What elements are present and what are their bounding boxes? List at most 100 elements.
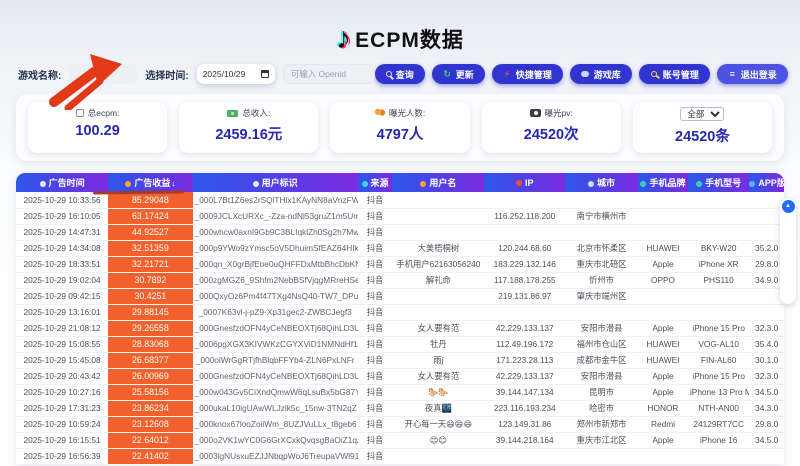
table-row[interactable]: 2025-10-29 14:47:31 44.92527 _000whcw0axnI… (16, 224, 784, 241)
table-row[interactable]: 2025-10-29 10:33:56 85.29048 _000L7Bt1Z6es… (16, 192, 784, 209)
scrollbar-track[interactable]: ▲ (780, 198, 796, 304)
quick-manage-button[interactable]: ⚡ 快捷管理 (491, 64, 563, 84)
cell-ad-time: 2025-10-29 15:08:55 (16, 336, 109, 353)
table-row[interactable]: 2025-10-29 16:15:51 22.64012 _000o2VK1wYC0… (16, 432, 784, 449)
stat-card-ecpm: 总ecpm: 100.29 (28, 102, 168, 153)
col-header-ad-time[interactable]: 广告时间 (16, 173, 109, 192)
cell-ip (484, 448, 566, 465)
cell-revenue: 30.7892 (108, 272, 193, 289)
cell-username: 手机用户62163056240 (392, 256, 485, 273)
table-row[interactable]: 2025-10-29 21:08:12 29.26558 _000GnesfzdOF… (16, 320, 784, 337)
col-header-ip[interactable]: IP (484, 173, 566, 192)
cell-ad-time: 2025-10-29 10:27:16 (16, 384, 109, 401)
cell-model (687, 208, 750, 225)
tiktok-logo-icon: ♪ (336, 22, 352, 55)
cell-user-id: _000whcw0axnI9Gb9C3BLIqklZh0Sg2h7Mw (192, 224, 358, 241)
cell-ip: 117.188.178.255 (484, 272, 566, 289)
cell-app-version (749, 304, 784, 321)
table-row[interactable]: 2025-10-29 18:33:51 32.21721 _000qn_X0grBj… (16, 256, 784, 273)
table-row[interactable]: 2025-10-29 13:16:01 29.88145 _0007K63vl-j-… (16, 304, 784, 321)
query-button[interactable]: 查询 (374, 64, 425, 84)
cell-revenue: 23.12608 (108, 416, 193, 433)
cell-user-id: _000qn_X0grBjfEoe0uQHFFDxMtbBhcDbKNu (192, 256, 358, 273)
table-row[interactable]: 2025-10-29 15:45:08 26.68377 _000oiWrGgRTj… (16, 352, 784, 369)
table-row[interactable]: 2025-10-29 17:31:23 23.86234 _000ukaL10igU… (16, 400, 784, 417)
cell-ad-time: 2025-10-29 16:15:51 (16, 432, 109, 449)
account-manage-button[interactable]: 账号管理 (638, 64, 710, 84)
cell-app-version: 29.8.0 (749, 416, 784, 433)
menu-icon: ≡ (729, 68, 735, 79)
stat-value-ecpm: 100.29 (75, 123, 120, 139)
game-select[interactable] (69, 64, 138, 84)
col-header-brand[interactable]: 手机品牌 (638, 173, 688, 192)
cell-model: iPhone 16 (687, 432, 750, 449)
cell-city: 北京市怀柔区 (565, 240, 639, 257)
button-label: 更新 (455, 69, 474, 80)
logout-button[interactable]: ≡ 退出登录 (716, 64, 788, 84)
sort-icon[interactable]: ↓ (171, 179, 176, 188)
cell-model (687, 448, 750, 465)
cell-app-version: 29.8.0 (749, 256, 784, 273)
col-header-source[interactable]: 来源 (357, 173, 393, 192)
table-row[interactable]: 2025-10-29 10:27:16 25.58156 _000w043Gv5Ci… (16, 384, 784, 401)
table-body: 2025-10-29 10:33:56 85.29048 _000L7Bt1Z6es… (16, 192, 784, 465)
calendar-icon[interactable] (260, 70, 269, 78)
cell-ad-time: 2025-10-29 10:33:56 (16, 192, 109, 209)
col-header-username[interactable]: 用户名 (392, 173, 485, 192)
cell-brand (638, 224, 688, 241)
table-row[interactable]: 2025-10-29 20:43:42 26.00969 _000GnesfzdOF… (16, 368, 784, 385)
app-version-icon (749, 180, 756, 187)
cell-brand (638, 192, 688, 209)
cell-source: 抖音 (357, 432, 393, 449)
cell-city: 成都市金牛区 (565, 352, 639, 369)
cell-brand: Redmi (638, 416, 688, 433)
col-header-label: APP版本 (758, 178, 784, 188)
cell-city: 重庆市江北区 (565, 432, 639, 449)
col-header-label: 用户名 (429, 178, 457, 188)
camera-icon (529, 109, 541, 117)
records-filter-select[interactable]: 全部 (680, 107, 725, 121)
cell-source: 抖音 (357, 224, 393, 241)
cell-brand: Apple (638, 432, 688, 449)
ecpm-icon (75, 109, 84, 117)
col-header-user-id[interactable]: 用户标识 (192, 173, 358, 192)
col-header-model[interactable]: 手机型号 (687, 173, 750, 192)
scroll-up-button[interactable]: ▲ (781, 200, 795, 213)
cell-ad-time: 2025-10-29 17:31:23 (16, 400, 109, 417)
table-row[interactable]: 2025-10-29 16:10:05 63.17424 _0009JCLXcURX… (16, 208, 784, 225)
cell-username: 夜真🌃 (392, 400, 485, 417)
update-button[interactable]: ↻ 更新 (431, 64, 485, 84)
key-icon (651, 71, 658, 77)
cell-revenue: 44.92527 (108, 224, 193, 241)
openid-input[interactable] (282, 64, 375, 84)
game-library-button[interactable]: 游戏库 (569, 64, 632, 84)
table-row[interactable]: 2025-10-29 14:34:08 32.51359 _000p9YWo9zYm… (16, 240, 784, 257)
cell-revenue: 26.68377 (108, 352, 193, 369)
cell-brand: HUAWEI (638, 336, 688, 353)
cell-city: 忻州市 (565, 272, 639, 289)
col-header-revenue[interactable]: 广告收益↓ (108, 173, 193, 192)
col-header-app-ver[interactable]: APP版本 (749, 173, 784, 192)
table-row[interactable]: 2025-10-29 09:42:15 30.4251 _000QxyOz6Pm4f… (16, 288, 784, 305)
cell-brand (638, 208, 688, 225)
time-label: 选择时间: (145, 70, 189, 82)
button-label: 游戏库 (593, 69, 621, 80)
cell-username: 😊😊 (392, 432, 485, 449)
cell-ip: 42.229.133.137 (484, 368, 566, 385)
cell-ip (484, 304, 566, 321)
search-icon (385, 71, 392, 77)
cell-username: 解礼命 (392, 272, 485, 289)
coin-icon (125, 180, 132, 187)
cell-source: 抖音 (357, 336, 393, 353)
banknote-icon (227, 109, 239, 117)
cell-app-version: 32.3.0 (749, 368, 784, 385)
toolbar: 查询 ↻ 更新 ⚡ 快捷管理 游戏库 账号管理 ≡ 退出登录 (374, 64, 788, 84)
table-row[interactable]: 2025-10-29 10:59:24 23.12608 _000knox67loo… (16, 416, 784, 433)
table-row[interactable]: 2025-10-29 15:08:55 28.83068 _0006pgXGX3KI… (16, 336, 784, 353)
col-header-city[interactable]: 城市 (565, 173, 639, 192)
date-input[interactable]: 2025/10/29 (196, 64, 275, 84)
filter-group: 游戏名称: 选择时间: 2025/10/29 (18, 64, 375, 84)
table-row[interactable]: 2025-10-29 16:56:39 22.41402 _0003lgNUsxuE… (16, 448, 784, 465)
table-row[interactable]: 2025-10-29 19:02:04 30.7892 _000zgMGZ6_9Sh… (16, 272, 784, 289)
cell-source: 抖音 (357, 352, 393, 369)
